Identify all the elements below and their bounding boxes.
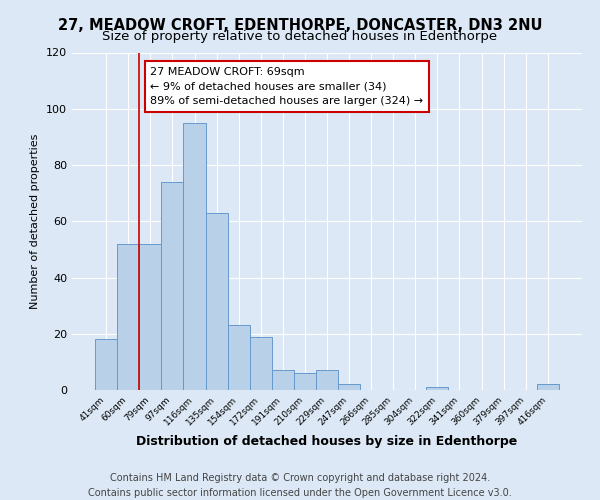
Bar — [338, 384, 360, 390]
Bar — [427, 387, 448, 390]
Bar — [537, 384, 559, 390]
Text: 27 MEADOW CROFT: 69sqm
← 9% of detached houses are smaller (34)
89% of semi-deta: 27 MEADOW CROFT: 69sqm ← 9% of detached … — [151, 66, 424, 106]
Text: Size of property relative to detached houses in Edenthorpe: Size of property relative to detached ho… — [103, 30, 497, 43]
Text: 27, MEADOW CROFT, EDENTHORPE, DONCASTER, DN3 2NU: 27, MEADOW CROFT, EDENTHORPE, DONCASTER,… — [58, 18, 542, 32]
Bar — [139, 244, 161, 390]
Bar — [250, 336, 272, 390]
Bar — [316, 370, 338, 390]
Bar — [117, 244, 139, 390]
Bar — [227, 326, 250, 390]
Bar — [272, 370, 294, 390]
Bar — [294, 373, 316, 390]
X-axis label: Distribution of detached houses by size in Edenthorpe: Distribution of detached houses by size … — [136, 436, 518, 448]
Bar — [161, 182, 184, 390]
Bar — [95, 340, 117, 390]
Bar — [184, 123, 206, 390]
Text: Contains HM Land Registry data © Crown copyright and database right 2024.
Contai: Contains HM Land Registry data © Crown c… — [88, 472, 512, 498]
Y-axis label: Number of detached properties: Number of detached properties — [31, 134, 40, 309]
Bar — [206, 213, 227, 390]
